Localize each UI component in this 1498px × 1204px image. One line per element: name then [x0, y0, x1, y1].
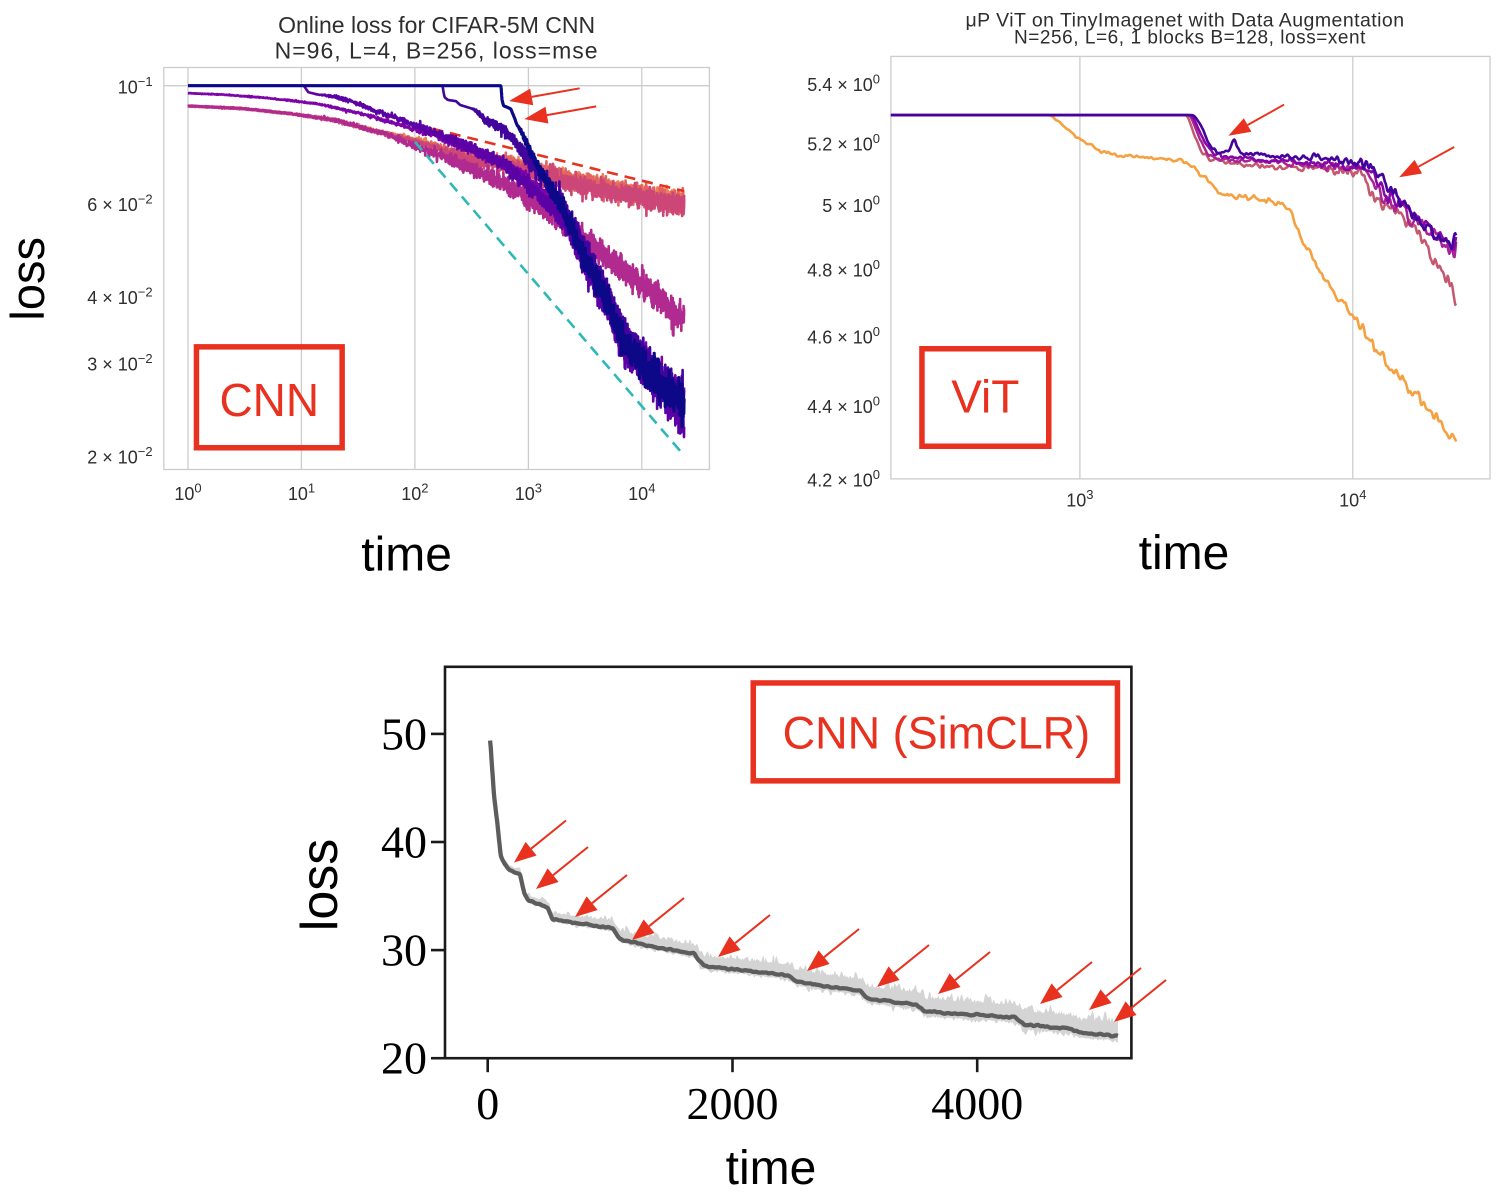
svg-text:50: 50	[381, 708, 427, 759]
svg-text:6 × 10−2: 6 × 10−2	[87, 192, 152, 216]
svg-text:N=96, L=4, B=256, loss=mse: N=96, L=4, B=256, loss=mse	[275, 38, 599, 64]
svg-text:4.6 × 100: 4.6 × 100	[807, 324, 880, 348]
svg-text:time: time	[726, 1142, 817, 1195]
svg-text:2000: 2000	[686, 1078, 778, 1129]
svg-text:loss: loss	[1, 237, 54, 321]
svg-text:3 × 10−2: 3 × 10−2	[87, 351, 152, 375]
svg-text:time: time	[1139, 527, 1230, 580]
svg-text:time: time	[361, 528, 452, 581]
svg-text:loss: loss	[291, 839, 349, 931]
svg-text:ViT: ViT	[951, 371, 1019, 423]
svg-text:μP ViT on TinyImagenet with Da: μP ViT on TinyImagenet with Data Augment…	[965, 9, 1404, 31]
svg-text:4.8 × 100: 4.8 × 100	[807, 257, 880, 281]
svg-text:40: 40	[381, 817, 427, 868]
svg-text:0: 0	[476, 1078, 499, 1129]
svg-text:2 × 10−2: 2 × 10−2	[87, 444, 152, 468]
svg-text:CNN: CNN	[219, 374, 319, 426]
svg-text:30: 30	[381, 925, 427, 976]
svg-text:CNN (SimCLR): CNN (SimCLR)	[783, 708, 1091, 759]
svg-text:4.4 × 100: 4.4 × 100	[807, 394, 880, 418]
svg-text:5.2 × 100: 5.2 × 100	[807, 131, 880, 155]
svg-text:4 × 10−2: 4 × 10−2	[87, 285, 152, 309]
svg-text:N=256, L=6, 1 blocks B=128, lo: N=256, L=6, 1 blocks B=128, loss=xent	[1014, 28, 1366, 49]
svg-text:4000: 4000	[931, 1078, 1023, 1129]
svg-text:5 × 100: 5 × 100	[822, 193, 880, 217]
svg-text:4.2 × 100: 4.2 × 100	[807, 467, 880, 491]
svg-text:5.4 × 100: 5.4 × 100	[807, 71, 880, 95]
svg-text:20: 20	[381, 1033, 427, 1084]
svg-text:Online loss for CIFAR-5M CNN: Online loss for CIFAR-5M CNN	[278, 12, 595, 38]
